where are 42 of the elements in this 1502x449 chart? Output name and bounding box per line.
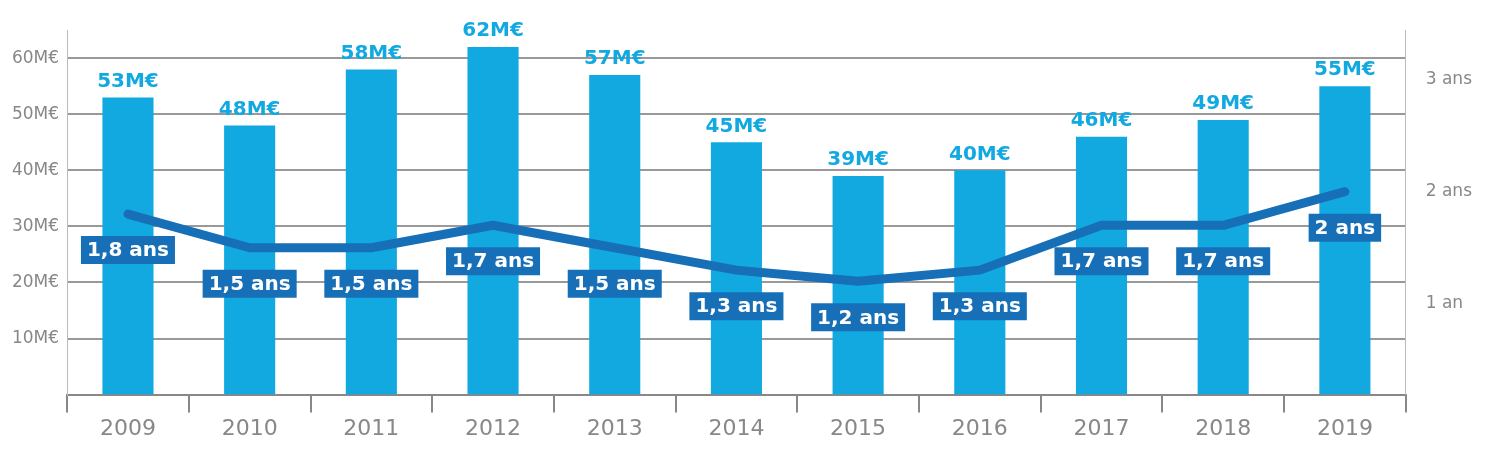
x-tick-label: 2012	[465, 414, 522, 440]
data-label: 1,5 ans	[208, 270, 291, 295]
data-label: 1,3 ans	[938, 293, 1021, 318]
y-tick-label: 60M€	[11, 46, 60, 67]
y2-tick-label: 1 an	[1425, 292, 1464, 313]
data-label: 1,3 ans	[695, 293, 778, 318]
x-tick-label: 2011	[343, 414, 400, 440]
data-label: 48M€	[218, 95, 281, 120]
data-label: 1,5 ans	[573, 270, 656, 295]
data-label: 2 ans	[1314, 214, 1376, 239]
x-tick-label: 2009	[99, 414, 156, 440]
data-label: 58M€	[340, 39, 403, 64]
data-label: 1,8 ans	[86, 237, 169, 262]
data-label: 40M€	[948, 140, 1011, 165]
data-label: 55M€	[1314, 56, 1376, 81]
data-label: 1,7 ans	[452, 248, 535, 273]
x-tick-label: 2016	[951, 414, 1008, 440]
x-tick-label: 2013	[586, 414, 643, 440]
x-tick-label: 2017	[1073, 414, 1130, 440]
y-tick-label: 20M€	[11, 270, 60, 291]
data-label: 39M€	[827, 146, 889, 171]
y-tick-label: 30M€	[11, 214, 60, 235]
data-label: 1,7 ans	[1060, 248, 1143, 273]
x-tick-label: 2018	[1195, 414, 1252, 440]
data-label: 46M€	[1070, 106, 1133, 131]
x-tick-label: 2019	[1316, 414, 1373, 440]
x-tick-label: 2010	[221, 414, 278, 440]
y-tick-label: 40M€	[11, 158, 60, 179]
x-tick-label: 2014	[708, 414, 765, 440]
data-label: 62M€	[462, 17, 524, 42]
data-label: 45M€	[705, 112, 768, 137]
data-label: 53M€	[97, 67, 159, 92]
data-label: 1,2 ans	[817, 304, 900, 329]
y2-tick-label: 2 ans	[1425, 180, 1473, 201]
y2-tick-label: 3 ans	[1425, 67, 1473, 88]
x-tick-label: 2015	[830, 414, 887, 440]
y-tick-label: 50M€	[11, 102, 60, 123]
data-label: 49M€	[1192, 90, 1255, 115]
data-label: 1,7 ans	[1182, 248, 1265, 273]
data-label: 57M€	[583, 45, 646, 70]
y-tick-label: 10M€	[11, 326, 60, 347]
data-label: 1,5 ans	[330, 270, 413, 295]
